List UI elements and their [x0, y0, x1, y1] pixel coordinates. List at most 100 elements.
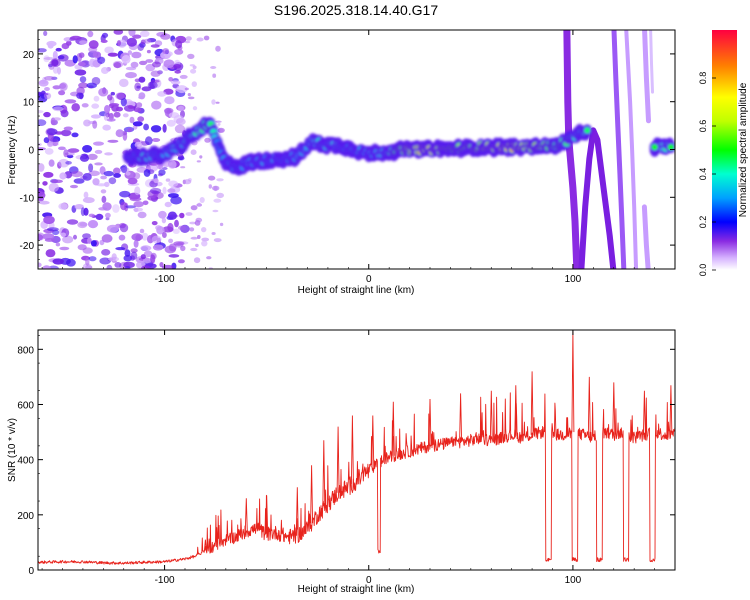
noise-blob	[119, 78, 129, 88]
noise-blob	[133, 172, 141, 180]
noise-blob	[87, 153, 98, 160]
noise-blob	[115, 106, 123, 112]
noise-blob	[120, 201, 128, 211]
noise-blob	[71, 132, 79, 138]
noise-blob	[177, 156, 185, 161]
noise-blob	[211, 99, 216, 105]
noise-blob	[131, 51, 142, 59]
noise-blob	[187, 93, 191, 97]
noise-blob	[115, 247, 126, 251]
noise-blob	[88, 40, 99, 49]
noise-blob	[88, 256, 97, 262]
noise-blob	[52, 258, 64, 265]
colorbar-tick-label: 0.8	[698, 72, 708, 85]
noise-blob	[164, 96, 175, 105]
noise-blob	[105, 212, 111, 218]
noise-blob	[199, 155, 203, 159]
noise-blob	[197, 235, 201, 239]
noise-blob	[43, 171, 54, 178]
noise-blob	[91, 103, 100, 109]
colorbar-gradient	[712, 30, 737, 270]
noise-blob	[195, 217, 203, 223]
colorbar-tick-label: 0.2	[698, 216, 708, 229]
noise-blob	[52, 117, 61, 121]
noise-blob	[104, 152, 113, 156]
noise-blob	[203, 35, 210, 41]
noise-blob	[143, 250, 153, 258]
x-tick-label: 0	[366, 575, 372, 586]
noise-blob	[137, 116, 145, 122]
noise-blob	[151, 100, 162, 110]
noise-blob	[192, 106, 198, 111]
noise-blob	[64, 99, 77, 104]
noise-blob	[166, 119, 176, 127]
noise-blob	[124, 266, 131, 269]
noise-blob	[93, 141, 104, 146]
noise-blob	[132, 34, 142, 39]
noise-blob	[103, 170, 115, 177]
y-tick-label: 200	[17, 511, 34, 522]
noise-blob	[175, 40, 183, 49]
noise-blob	[201, 240, 208, 247]
noise-blob	[43, 137, 50, 144]
noise-blob	[43, 111, 51, 118]
noise-blob	[162, 186, 167, 195]
ridge-layer	[122, 116, 675, 176]
noise-blob	[99, 257, 111, 265]
noise-blob	[168, 254, 180, 258]
noise-blob	[143, 169, 151, 177]
noise-blob	[43, 30, 48, 36]
noise-blob	[38, 234, 44, 241]
noise-blob	[212, 185, 220, 191]
noise-blob	[60, 109, 69, 118]
noise-blob	[42, 265, 51, 269]
noise-blob	[134, 186, 141, 196]
noise-blob	[156, 226, 165, 235]
snr-spike	[489, 390, 493, 441]
interference-arc	[563, 30, 581, 269]
noise-blob	[164, 107, 174, 114]
y-tick-label: 0	[28, 146, 34, 157]
noise-blob	[128, 30, 136, 37]
noise-blob	[215, 101, 220, 104]
noise-blob	[72, 55, 78, 64]
noise-blob	[113, 173, 121, 178]
noise-blob	[90, 240, 97, 247]
noise-blob	[152, 61, 161, 68]
noise-blob	[58, 158, 70, 168]
noise-blob	[183, 179, 192, 185]
noise-blob	[82, 197, 95, 204]
noise-blob	[113, 167, 121, 175]
noise-blob	[150, 125, 162, 133]
noise-blob	[55, 242, 61, 247]
noise-blob	[46, 227, 59, 232]
noise-blob	[85, 257, 90, 266]
noise-blob	[172, 228, 180, 234]
interference-arc	[578, 127, 617, 269]
noise-blob	[74, 69, 87, 76]
snr-xlabel: Height of straight line (km)	[298, 584, 415, 595]
noise-blob	[204, 137, 211, 143]
noise-blob	[158, 210, 167, 219]
noise-blob	[138, 92, 146, 100]
noise-blob	[113, 62, 122, 69]
noise-blob	[106, 118, 116, 122]
noise-blob	[59, 172, 67, 180]
colorbar-ticks: 0.0 0.2 0.4 0.6 0.8	[698, 72, 716, 276]
noise-blob	[106, 264, 113, 269]
noise-blob	[46, 40, 57, 47]
noise-blob	[165, 178, 171, 182]
noise-blob	[52, 85, 61, 90]
noise-blob	[201, 237, 210, 242]
noise-blob	[92, 120, 98, 129]
noise-blob	[38, 119, 47, 126]
noise-blob	[58, 90, 66, 96]
noise-blob	[168, 112, 180, 119]
noise-blob	[62, 235, 74, 244]
noise-blob	[133, 201, 144, 208]
noise-blob	[55, 47, 62, 52]
noise-blob	[184, 87, 189, 91]
noise-blob	[190, 149, 197, 155]
